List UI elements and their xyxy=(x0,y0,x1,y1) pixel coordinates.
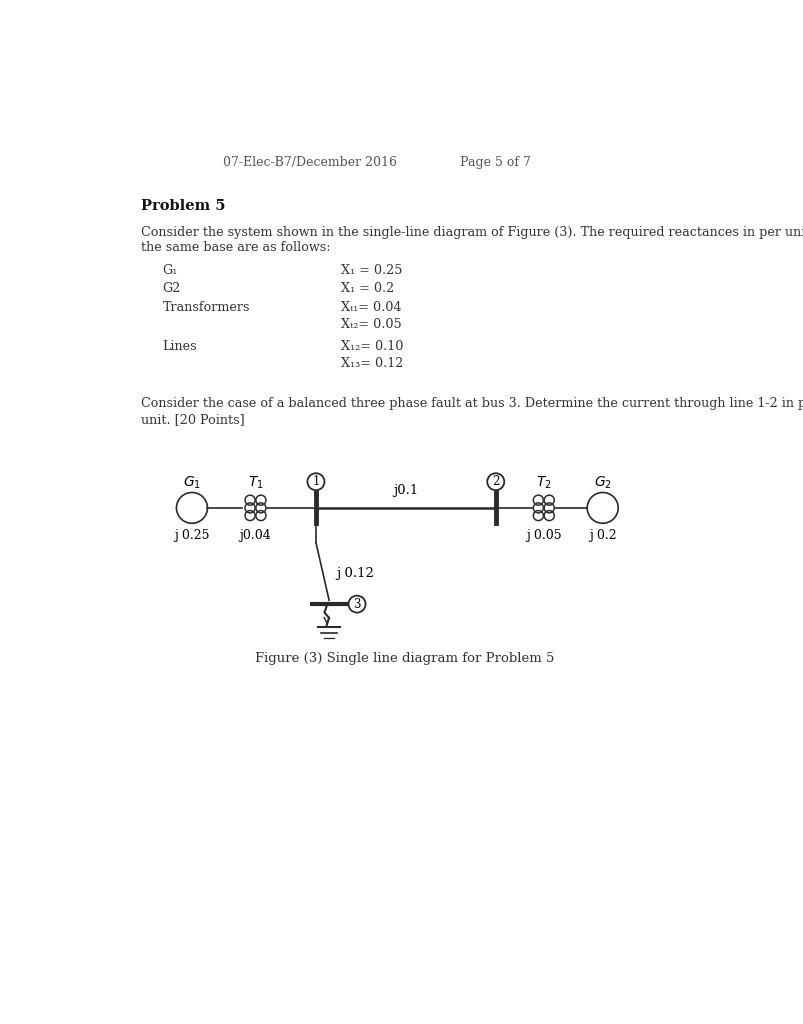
Text: Problem 5: Problem 5 xyxy=(141,199,225,213)
Text: 07-Elec-B7/December 2016: 07-Elec-B7/December 2016 xyxy=(222,157,396,169)
Text: j0.04: j0.04 xyxy=(239,529,271,542)
Text: Xₜ₁= 0.04: Xₜ₁= 0.04 xyxy=(340,301,401,314)
Text: Transformers: Transformers xyxy=(162,301,250,314)
Text: the same base are as follows:: the same base are as follows: xyxy=(141,241,330,254)
Text: Lines: Lines xyxy=(162,340,197,352)
Text: $T_1$: $T_1$ xyxy=(247,475,263,492)
Text: X₁ = 0.2: X₁ = 0.2 xyxy=(340,282,393,295)
Text: G₁: G₁ xyxy=(162,264,177,278)
Text: X₁₂= 0.10: X₁₂= 0.10 xyxy=(340,340,402,352)
Text: G2: G2 xyxy=(162,282,181,295)
Text: X₁ = 0.25: X₁ = 0.25 xyxy=(340,264,402,278)
Text: j 0.05: j 0.05 xyxy=(525,529,561,542)
Text: Xₜ₂= 0.05: Xₜ₂= 0.05 xyxy=(340,318,401,331)
Text: unit. [20 Points]: unit. [20 Points] xyxy=(141,413,244,426)
Text: j 0.2: j 0.2 xyxy=(588,529,616,542)
Text: 1: 1 xyxy=(312,475,320,488)
Text: $G_1$: $G_1$ xyxy=(183,475,201,492)
Text: $T_2$: $T_2$ xyxy=(536,475,551,492)
Text: j0.1: j0.1 xyxy=(393,484,418,498)
Text: j 0.25: j 0.25 xyxy=(174,529,210,542)
Text: $G_2$: $G_2$ xyxy=(593,475,611,492)
Text: 3: 3 xyxy=(353,598,361,610)
Text: X₁₃= 0.12: X₁₃= 0.12 xyxy=(340,356,402,370)
Text: Consider the system shown in the single-line diagram of Figure (3). The required: Consider the system shown in the single-… xyxy=(141,225,803,239)
Text: 2: 2 xyxy=(491,475,499,488)
Text: Consider the case of a balanced three phase fault at bus 3. Determine the curren: Consider the case of a balanced three ph… xyxy=(141,397,803,411)
Text: j 0.12: j 0.12 xyxy=(336,567,374,580)
Text: Page 5 of 7: Page 5 of 7 xyxy=(460,157,531,169)
Text: Figure (3) Single line diagram for Problem 5: Figure (3) Single line diagram for Probl… xyxy=(255,651,554,665)
